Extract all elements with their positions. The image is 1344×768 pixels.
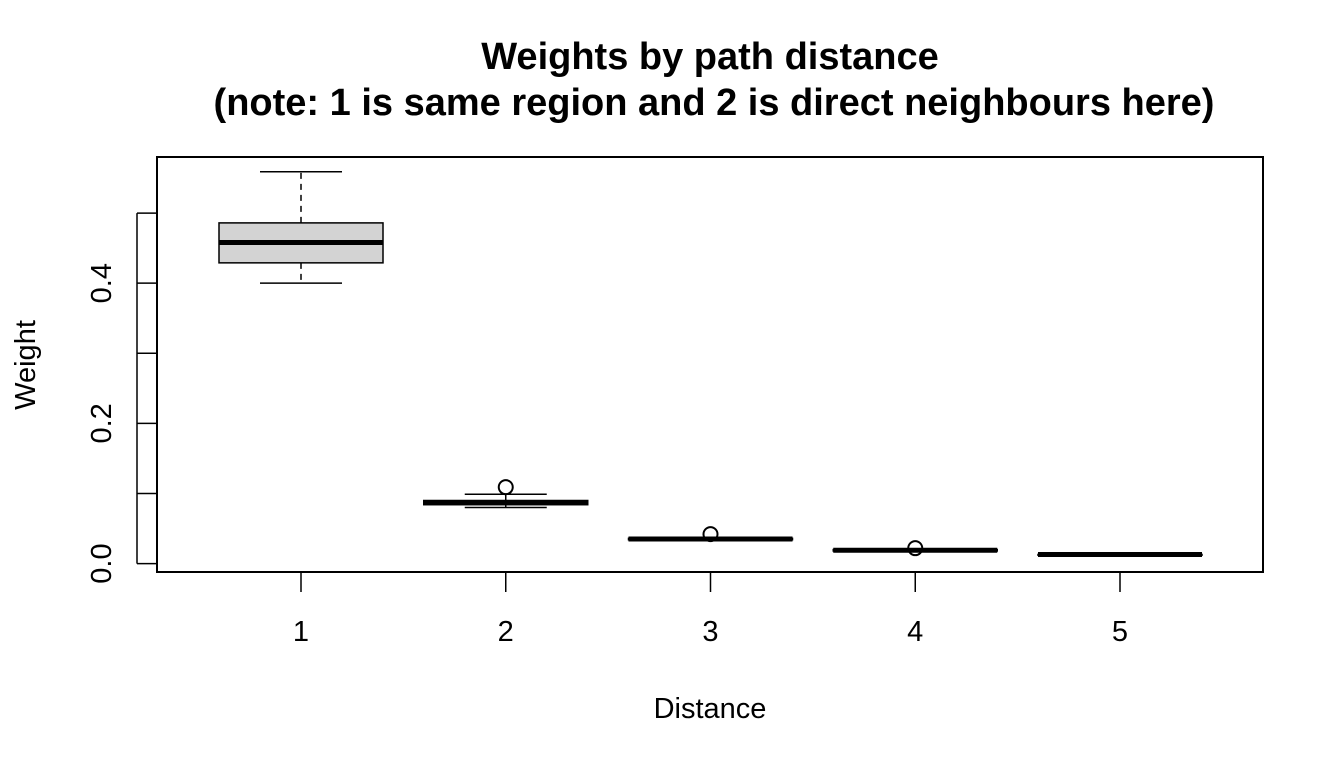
outlier-point xyxy=(497,479,514,496)
box-group-1 xyxy=(218,170,384,284)
outlier-point xyxy=(907,540,924,557)
box-group-4 xyxy=(832,540,998,557)
y-tick-label: 0.0 xyxy=(86,543,118,583)
x-tick-label: 1 xyxy=(293,616,309,648)
x-tick-label: 5 xyxy=(1112,616,1128,648)
box-group-2 xyxy=(423,479,589,509)
y-axis-label: Weight xyxy=(10,320,42,410)
chart-title: Weights by path distance xyxy=(481,36,938,78)
x-tick-label: 2 xyxy=(498,616,514,648)
y-tick-label: 0.4 xyxy=(86,263,118,303)
boxes-layer xyxy=(218,170,1203,557)
x-axis-label: Distance xyxy=(654,693,767,725)
x-tick-label: 3 xyxy=(702,616,718,648)
y-axis: 0.0 0.2 0.4 xyxy=(86,212,157,584)
x-tick-label: 4 xyxy=(907,616,923,648)
plot-frame xyxy=(156,156,1264,573)
box-group-3 xyxy=(627,526,794,543)
outlier-point xyxy=(702,526,719,543)
y-tick-label: 0.2 xyxy=(86,403,118,443)
chart-subtitle: (note: 1 is same region and 2 is direct … xyxy=(214,82,1215,124)
x-axis: 1 2 3 4 5 xyxy=(293,571,1128,648)
box-group-5 xyxy=(1037,551,1203,557)
